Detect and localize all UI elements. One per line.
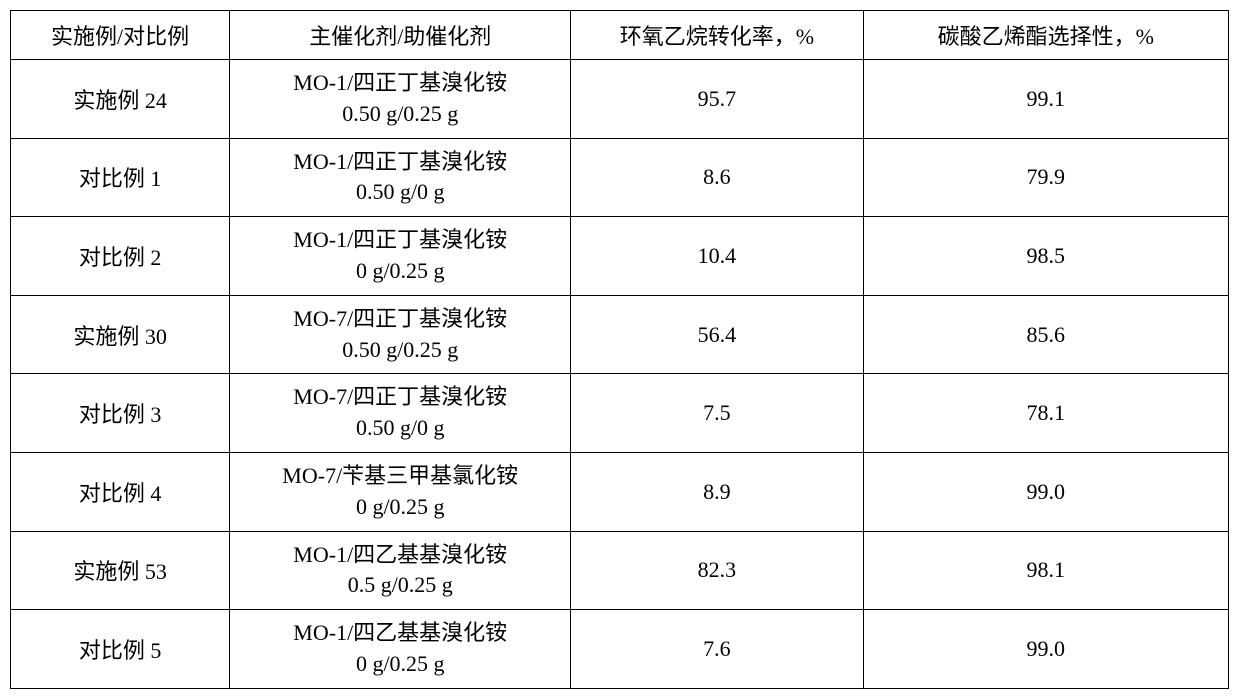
cell-label: 实施例 30 — [11, 295, 230, 374]
table-row: 对比例 4 MO-7/苄基三甲基氯化铵 0 g/0.25 g 8.9 99.0 — [11, 452, 1229, 531]
catalyst-name: MO-7/四正丁基溴化铵 — [234, 382, 566, 413]
header-selectivity: 碳酸乙烯酯选择性，% — [863, 11, 1228, 60]
header-conversion: 环氧乙烷转化率，% — [571, 11, 863, 60]
header-catalyst: 主催化剂/助催化剂 — [230, 11, 571, 60]
catalyst-name: MO-1/四正丁基溴化铵 — [234, 225, 566, 256]
cell-selectivity: 98.1 — [863, 531, 1228, 610]
catalyst-amount: 0 g/0.25 g — [234, 256, 566, 287]
cell-catalyst: MO-1/四乙基基溴化铵 0 g/0.25 g — [230, 610, 571, 689]
cell-selectivity: 98.5 — [863, 217, 1228, 296]
cell-conversion: 8.9 — [571, 452, 863, 531]
cell-conversion: 7.5 — [571, 374, 863, 453]
cell-selectivity: 79.9 — [863, 138, 1228, 217]
catalyst-amount: 0.5 g/0.25 g — [234, 570, 566, 601]
catalyst-results-table: 实施例/对比例 主催化剂/助催化剂 环氧乙烷转化率，% 碳酸乙烯酯选择性，% 实… — [10, 10, 1229, 689]
cell-selectivity: 99.0 — [863, 610, 1228, 689]
catalyst-name: MO-1/四正丁基溴化铵 — [234, 147, 566, 178]
cell-label: 对比例 5 — [11, 610, 230, 689]
catalyst-amount: 0.50 g/0 g — [234, 177, 566, 208]
table-body: 实施例 24 MO-1/四正丁基溴化铵 0.50 g/0.25 g 95.7 9… — [11, 60, 1229, 689]
catalyst-name: MO-1/四乙基基溴化铵 — [234, 540, 566, 571]
cell-selectivity: 78.1 — [863, 374, 1228, 453]
cell-catalyst: MO-7/苄基三甲基氯化铵 0 g/0.25 g — [230, 452, 571, 531]
cell-conversion: 10.4 — [571, 217, 863, 296]
cell-conversion: 95.7 — [571, 60, 863, 139]
table-row: 实施例 24 MO-1/四正丁基溴化铵 0.50 g/0.25 g 95.7 9… — [11, 60, 1229, 139]
table-row: 对比例 3 MO-7/四正丁基溴化铵 0.50 g/0 g 7.5 78.1 — [11, 374, 1229, 453]
catalyst-amount: 0.50 g/0.25 g — [234, 335, 566, 366]
cell-catalyst: MO-7/四正丁基溴化铵 0.50 g/0.25 g — [230, 295, 571, 374]
cell-catalyst: MO-1/四乙基基溴化铵 0.5 g/0.25 g — [230, 531, 571, 610]
cell-selectivity: 99.0 — [863, 452, 1228, 531]
cell-label: 对比例 2 — [11, 217, 230, 296]
table-row: 对比例 5 MO-1/四乙基基溴化铵 0 g/0.25 g 7.6 99.0 — [11, 610, 1229, 689]
cell-catalyst: MO-1/四正丁基溴化铵 0.50 g/0.25 g — [230, 60, 571, 139]
cell-label: 对比例 1 — [11, 138, 230, 217]
catalyst-amount: 0.50 g/0.25 g — [234, 99, 566, 130]
catalyst-name: MO-7/苄基三甲基氯化铵 — [234, 461, 566, 492]
table-row: 实施例 30 MO-7/四正丁基溴化铵 0.50 g/0.25 g 56.4 8… — [11, 295, 1229, 374]
cell-catalyst: MO-1/四正丁基溴化铵 0.50 g/0 g — [230, 138, 571, 217]
table-row: 对比例 1 MO-1/四正丁基溴化铵 0.50 g/0 g 8.6 79.9 — [11, 138, 1229, 217]
cell-selectivity: 85.6 — [863, 295, 1228, 374]
catalyst-name: MO-1/四正丁基溴化铵 — [234, 68, 566, 99]
catalyst-name: MO-1/四乙基基溴化铵 — [234, 618, 566, 649]
table-row: 对比例 2 MO-1/四正丁基溴化铵 0 g/0.25 g 10.4 98.5 — [11, 217, 1229, 296]
cell-conversion: 7.6 — [571, 610, 863, 689]
catalyst-amount: 0 g/0.25 g — [234, 649, 566, 680]
cell-conversion: 8.6 — [571, 138, 863, 217]
cell-conversion: 56.4 — [571, 295, 863, 374]
table-row: 实施例 53 MO-1/四乙基基溴化铵 0.5 g/0.25 g 82.3 98… — [11, 531, 1229, 610]
cell-catalyst: MO-7/四正丁基溴化铵 0.50 g/0 g — [230, 374, 571, 453]
cell-label: 对比例 4 — [11, 452, 230, 531]
cell-label: 实施例 53 — [11, 531, 230, 610]
catalyst-name: MO-7/四正丁基溴化铵 — [234, 304, 566, 335]
header-example: 实施例/对比例 — [11, 11, 230, 60]
catalyst-amount: 0.50 g/0 g — [234, 413, 566, 444]
table-header-row: 实施例/对比例 主催化剂/助催化剂 环氧乙烷转化率，% 碳酸乙烯酯选择性，% — [11, 11, 1229, 60]
cell-label: 对比例 3 — [11, 374, 230, 453]
catalyst-amount: 0 g/0.25 g — [234, 492, 566, 523]
cell-selectivity: 99.1 — [863, 60, 1228, 139]
cell-conversion: 82.3 — [571, 531, 863, 610]
cell-catalyst: MO-1/四正丁基溴化铵 0 g/0.25 g — [230, 217, 571, 296]
cell-label: 实施例 24 — [11, 60, 230, 139]
